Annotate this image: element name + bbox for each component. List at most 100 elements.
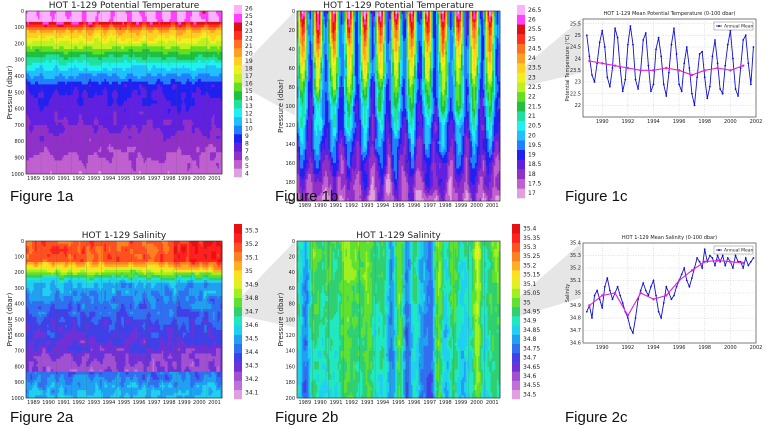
heatmap-cell	[63, 138, 66, 142]
heatmap-cell	[45, 168, 48, 172]
heatmap-cell	[81, 54, 84, 58]
heatmap-cell	[42, 125, 45, 129]
heatmap-cell	[80, 87, 83, 91]
heatmap-cell	[77, 114, 80, 118]
heatmap-cell	[60, 59, 63, 63]
heatmap-cell	[38, 97, 40, 101]
heatmap-cell	[39, 73, 42, 77]
heatmap-cell	[45, 65, 48, 69]
heatmap-cell	[87, 38, 90, 42]
heatmap-cell	[71, 43, 74, 47]
heatmap-cell	[26, 81, 28, 85]
heatmap-cell	[62, 11, 65, 15]
heatmap-cell	[26, 70, 28, 74]
heatmap-cell	[81, 62, 84, 66]
heatmap-cell	[39, 141, 42, 145]
heatmap-cell	[26, 168, 28, 172]
heatmap-cell	[63, 168, 66, 172]
heatmap-cell	[47, 54, 49, 58]
heatmap-cell	[80, 133, 83, 137]
heatmap-cell	[62, 157, 65, 161]
heatmap-cell	[66, 154, 69, 159]
heatmap-cell	[35, 87, 37, 91]
heatmap-cell	[63, 38, 66, 42]
heatmap-cell	[54, 89, 57, 93]
heatmap-cell	[47, 138, 49, 142]
heatmap-cell	[62, 40, 65, 44]
heatmap-cell	[69, 78, 72, 82]
heatmap-cell	[35, 65, 37, 69]
heatmap-cell	[62, 35, 65, 39]
heatmap-cell	[56, 95, 59, 99]
heatmap-cell	[59, 32, 62, 36]
heatmap-cell	[41, 38, 43, 42]
heatmap-cell	[35, 108, 37, 112]
heatmap-cell	[81, 157, 84, 161]
heatmap-cell	[66, 40, 69, 44]
heatmap-cell	[29, 89, 31, 93]
heatmap-cell	[83, 57, 86, 61]
heatmap-cell	[53, 24, 55, 28]
heatmap-cell	[78, 149, 81, 153]
heatmap-cell	[65, 163, 68, 167]
heatmap-cell	[62, 68, 65, 72]
heatmap-cell	[56, 108, 59, 112]
heatmap-cell	[81, 70, 84, 74]
heatmap-cell	[44, 130, 46, 134]
heatmap-cell	[56, 138, 59, 142]
heatmap-cell	[56, 76, 59, 80]
heatmap-cell	[47, 81, 49, 85]
heatmap-cell	[87, 133, 90, 137]
heatmap-cell	[32, 106, 34, 110]
heatmap-cell	[45, 35, 48, 39]
heatmap-cell	[78, 54, 81, 58]
heatmap-cell	[51, 24, 54, 28]
heatmap-cell	[32, 54, 34, 58]
heatmap-cell	[68, 35, 71, 39]
heatmap-cell	[89, 30, 92, 34]
heatmap-cell	[87, 135, 90, 140]
heatmap-cell	[86, 138, 89, 142]
heatmap-cell	[77, 108, 80, 112]
heatmap-cell	[50, 43, 52, 47]
heatmap-cell	[42, 154, 45, 159]
heatmap-cell	[87, 116, 90, 121]
heatmap-cell	[56, 68, 59, 72]
heatmap-cell	[53, 160, 55, 164]
heatmap-cell	[63, 165, 66, 169]
heatmap-cell	[29, 97, 31, 101]
heatmap-cell	[29, 116, 31, 121]
heatmap-cell	[44, 70, 46, 74]
heatmap-cell	[39, 38, 42, 42]
heatmap-cell	[42, 59, 45, 63]
heatmap-cell	[30, 149, 33, 153]
heatmap-cell	[59, 108, 62, 112]
heatmap-cell	[35, 160, 37, 164]
heatmap-cell	[60, 40, 63, 44]
heatmap-cell	[69, 141, 72, 145]
heatmap-cell	[51, 19, 54, 23]
heatmap-cell	[60, 46, 63, 50]
heatmap-cell	[53, 30, 55, 34]
heatmap-cell	[59, 76, 62, 80]
heatmap-cell	[50, 97, 52, 101]
heatmap-cell	[69, 157, 72, 161]
heatmap-cell	[81, 144, 84, 148]
heatmap-cell	[81, 87, 84, 91]
heatmap-cell	[87, 70, 90, 74]
heatmap-cell	[63, 152, 66, 156]
heatmap-cell	[60, 125, 63, 129]
heatmap-cell	[39, 81, 42, 85]
heatmap-cell	[77, 168, 80, 172]
heatmap-cell	[80, 68, 83, 72]
heatmap-cell	[45, 165, 48, 169]
heatmap-cell	[51, 57, 54, 61]
heatmap-cell	[53, 133, 55, 137]
heatmap-cell	[50, 171, 52, 175]
heatmap-cell	[78, 40, 81, 44]
heatmap-cell	[60, 119, 63, 123]
heatmap-cell	[80, 76, 83, 80]
heatmap-cell	[60, 21, 63, 25]
heatmap-cell	[56, 163, 59, 167]
heatmap-cell	[80, 11, 83, 15]
